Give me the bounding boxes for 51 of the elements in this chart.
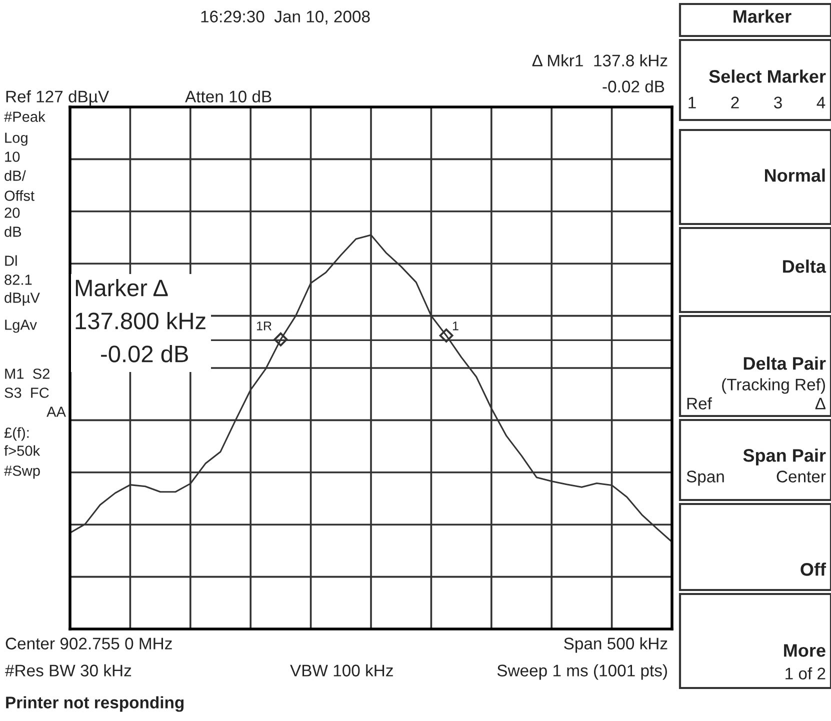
text: AA: [46, 406, 66, 417]
text: f>50k: [4, 445, 40, 456]
text: Δ: [815, 398, 826, 410]
text: Ref: [687, 397, 712, 410]
text: dB/: [4, 170, 26, 181]
text: M1 S2: [5, 368, 50, 379]
text: Span Pair: [743, 448, 826, 466]
text: Center 902.755 0 MHz: [6, 638, 172, 650]
text: dBµV: [4, 292, 40, 306]
text: 10: [5, 152, 20, 162]
text: 1: [688, 96, 696, 108]
text: -0.02 dB: [602, 80, 664, 92]
text: Offst: [4, 190, 34, 201]
text: 1 of 2: [786, 667, 826, 680]
text: Delta Pair: [744, 356, 826, 370]
text: 82.1: [4, 274, 32, 285]
text: Dl: [5, 255, 17, 266]
text: Atten 10 dB: [185, 90, 272, 102]
annotation: 1: [452, 322, 458, 330]
text: Printer not responding: [6, 696, 184, 712]
annotation: 137.800 kHz: [76, 312, 206, 330]
text: 3: [774, 96, 782, 108]
text: Sweep 1 ms (1001 pts): [497, 664, 667, 680]
text: Span: [686, 470, 724, 486]
text: LgAv: [5, 320, 37, 333]
annotation: Marker Δ: [76, 278, 168, 296]
text: Δ Mkr1 137.8 kHz: [532, 54, 668, 66]
text: 2: [731, 96, 739, 108]
text: 20: [4, 208, 20, 218]
text: Center: [776, 470, 826, 482]
text: 4: [816, 96, 826, 108]
annotation: -0.02 dB: [101, 344, 188, 362]
text: #Peak: [4, 111, 46, 122]
text: 16:29:30 Jan 10, 2008: [201, 10, 370, 24]
text: Span 500 kHz: [564, 637, 668, 653]
text: Off: [800, 562, 826, 576]
text: dB: [4, 226, 22, 237]
text: Normal: [765, 168, 825, 182]
text: More: [784, 644, 826, 657]
text: #Swp: [4, 466, 40, 479]
text: £(f):: [4, 427, 29, 441]
text: Marker: [734, 10, 792, 23]
text: #Res BW 30 kHz: [5, 664, 132, 676]
text: VBW 100 kHz: [290, 664, 393, 676]
text: Delta: [783, 260, 826, 273]
text: Ref 127 dBµV: [6, 90, 110, 106]
text: Log: [5, 132, 28, 146]
text: Select Marker: [709, 70, 826, 83]
annotation: 1R: [256, 322, 272, 330]
text: S3 FC: [4, 388, 49, 398]
text: (Tracking Ref): [722, 378, 825, 394]
